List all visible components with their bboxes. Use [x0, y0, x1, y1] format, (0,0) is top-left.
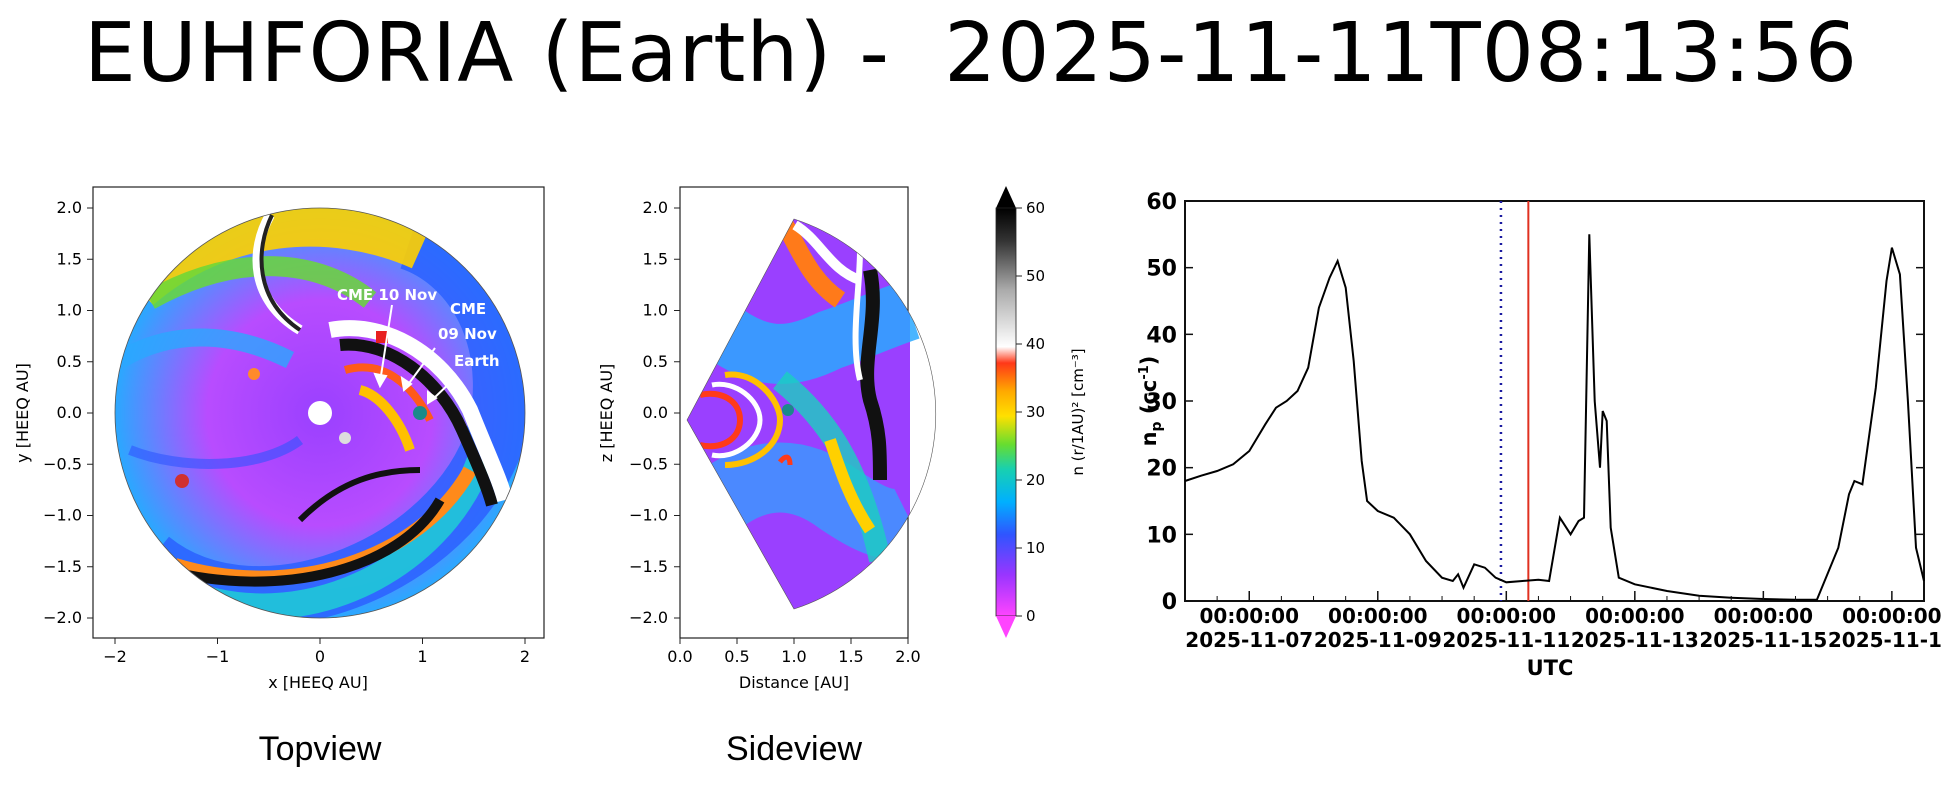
topview-y-tick-label: −1.0: [43, 506, 82, 525]
topview-y-tick-label: −0.5: [43, 454, 82, 473]
sideview-x-tick-label: 1.0: [781, 647, 806, 666]
page-title: EUHFORIA (Earth) - 2025-11-11T08:13:56: [83, 6, 1859, 101]
annotation-cme-09nov-line1: CME: [450, 300, 486, 318]
ts-y-tick-label: 10: [1146, 523, 1177, 548]
topview-y-tick-label: 0.0: [57, 403, 82, 422]
sideview-x-tick-label: 2.0: [895, 647, 920, 666]
annotation-cme-10nov: CME 10 Nov: [337, 286, 437, 304]
topview-axis-ticks: −2 −1 0 1 2 2.0 1.5 1.0 0.5 0.0 −0.5 −1.0 −1.5 −2.0: [43, 198, 530, 666]
annotation-earth: Earth: [454, 352, 500, 370]
ts-x-tick-date: 2025-11-13: [1571, 628, 1699, 652]
sideview-xlabel: Distance [AU]: [739, 673, 849, 692]
ts-y-tick-label: 30: [1146, 390, 1177, 415]
sideview-y-tick-label: −0.5: [629, 454, 668, 473]
sideview-y-tick-label: 0.5: [643, 352, 668, 371]
earth-marker: [413, 406, 427, 420]
topview-y-tick-label: 1.5: [57, 249, 82, 268]
ts-x-tick-time: 00:00:00: [1585, 604, 1685, 628]
sideview-y-tick-label: 1.0: [643, 301, 668, 320]
ts-x-tick-date: 2025-11-09: [1314, 628, 1442, 652]
topview-x-tick-label: −1: [206, 647, 230, 666]
colorbar-min-extension: [996, 616, 1016, 638]
sideview-y-tick-label: −1.5: [629, 557, 668, 576]
ts-y-tick-label: 50: [1146, 257, 1177, 282]
colorbar-tick-label: 0: [1026, 607, 1036, 625]
sun-marker: [308, 401, 332, 425]
timeseries-x-ticks: 00:00:002025-11-0700:00:002025-11-0900:0…: [1184, 591, 1942, 652]
topview-caption: Topview: [258, 730, 382, 768]
sideview-y-tick-label: −1.0: [629, 506, 668, 525]
colorbar-tick-label: 60: [1026, 199, 1045, 217]
topview-ylabel: y [HEEQ AU]: [13, 363, 32, 463]
topview-y-tick-label: −2.0: [43, 608, 82, 627]
density-series-line: [1184, 234, 1925, 601]
ts-x-tick-date: 2025-11-17: [1828, 628, 1942, 652]
sideview-axis-ticks: 0.0 0.5 1.0 1.5 2.0 2.0 1.5 1.0 0.5 0.0 −0.5 −1.0 −1…: [629, 198, 921, 666]
topview-x-tick-label: 1: [417, 647, 427, 666]
sideview-x-tick-label: 0.0: [667, 647, 692, 666]
topview-x-tick-label: −2: [103, 647, 127, 666]
sideview-y-tick-label: 1.5: [643, 249, 668, 268]
topview-y-tick-label: 0.5: [57, 352, 82, 371]
sideview-panel: 0.0 0.5 1.0 1.5 2.0 2.0 1.5 1.0 0.5 0.0 −0.5 −1.0 −1…: [597, 186, 937, 692]
ts-x-tick-time: 00:00:00: [1457, 604, 1557, 628]
venus-marker: [339, 432, 351, 444]
mars-marker: [248, 368, 260, 380]
ts-y-tick-label: 0: [1162, 590, 1177, 615]
topview-y-tick-label: 2.0: [57, 198, 82, 217]
ts-x-tick-time: 00:00:00: [1328, 604, 1428, 628]
colorbar: 60 50 40 30 20 10 0 n (r/1AU)² [cm⁻³]: [995, 186, 1087, 638]
sideview-y-tick-label: 0.0: [643, 403, 668, 422]
topview-panel: CME 10 Nov CME 09 Nov Earth −2 −1 0 1 2 2.0 1.…: [13, 186, 545, 692]
ts-y-tick-label: 40: [1146, 323, 1177, 348]
ts-x-tick-time: 00:00:00: [1714, 604, 1814, 628]
ts-x-tick-time: 00:00:00: [1200, 604, 1300, 628]
sideview-x-tick-label: 1.5: [838, 647, 863, 666]
timeseries-xlabel: UTC: [1527, 656, 1574, 680]
colorbar-tick-label: 30: [1026, 403, 1045, 421]
sideview-y-tick-label: 2.0: [643, 198, 668, 217]
ts-x-tick-date: 2025-11-07: [1185, 628, 1313, 652]
planet-marker: [175, 474, 189, 488]
annotation-cme-09nov-line2: 09 Nov: [438, 325, 497, 343]
topview-y-tick-label: −1.5: [43, 557, 82, 576]
cme-arrows: [373, 304, 456, 405]
timeseries-y-ticks: 0 10 20 30 40 50 60: [1146, 190, 1924, 615]
topview-y-tick-label: 1.0: [57, 301, 82, 320]
colorbar-tick-label: 40: [1026, 335, 1045, 353]
topview-xlabel: x [HEEQ AU]: [268, 673, 368, 692]
ts-y-tick-label: 60: [1146, 190, 1177, 215]
colorbar-label: n (r/1AU)² [cm⁻³]: [1069, 348, 1087, 475]
sideview-caption: Sideview: [725, 730, 863, 768]
ts-x-tick-date: 2025-11-15: [1699, 628, 1827, 652]
timeseries-plot-area: [1184, 200, 1925, 602]
colorbar-gradient: [995, 207, 1017, 617]
earth-marker-sideview: [782, 404, 794, 416]
sideview-x-tick-label: 0.5: [724, 647, 749, 666]
colorbar-tick-label: 10: [1026, 539, 1045, 557]
colorbar-tick-label: 20: [1026, 471, 1045, 489]
topview-x-tick-label: 2: [520, 647, 530, 666]
timeseries-ylabel: np (cc-1): [1137, 356, 1165, 447]
topview-x-tick-label: 0: [315, 647, 325, 666]
stereo-marker: [376, 331, 388, 343]
sideview-ylabel: z [HEEQ AU]: [597, 364, 616, 463]
ts-x-tick-time: 00:00:00: [1842, 604, 1942, 628]
colorbar-max-extension: [996, 186, 1016, 208]
ts-x-tick-date: 2025-11-11: [1442, 628, 1570, 652]
colorbar-tick-label: 50: [1026, 267, 1045, 285]
timeseries-vlines: [1499, 201, 1530, 601]
sideview-y-tick-label: −2.0: [629, 608, 668, 627]
ts-y-tick-label: 20: [1146, 457, 1177, 482]
colorbar-ticks: 60 50 40 30 20 10 0: [1016, 199, 1045, 625]
